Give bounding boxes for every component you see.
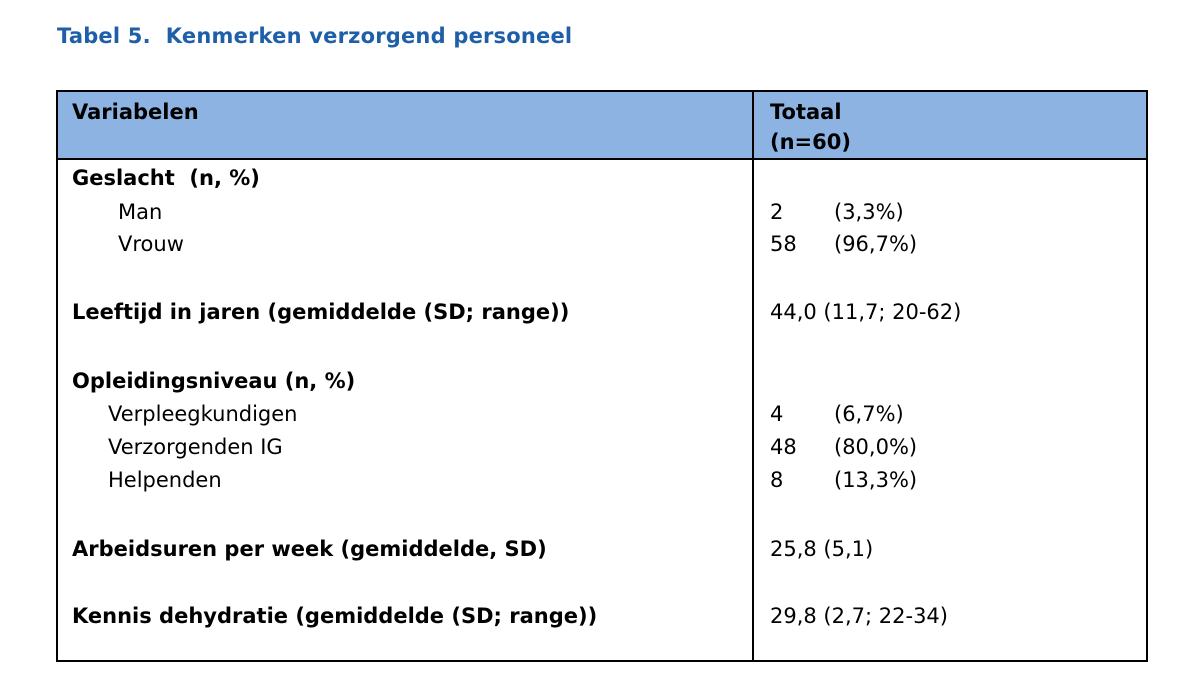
table-header-row: Variabelen Totaal (n=60) [58, 92, 1146, 160]
opleiding-helpend-n: 8 [770, 468, 784, 492]
opleiding-verpleeg-label: Verpleegkundigen [108, 402, 298, 426]
geslacht-man-n: 2 [770, 200, 784, 224]
geslacht-vrouw-label: Vrouw [118, 232, 184, 256]
kennis-value: 29,8 (2,7; 22-34) [770, 604, 948, 628]
geslacht-vrouw-pct: (96,7%) [834, 232, 918, 256]
opleiding-helpend-label: Helpenden [108, 468, 222, 492]
geslacht-man-pct: (3,3%) [834, 200, 904, 224]
geslacht-label: Geslacht (n, %) [72, 166, 260, 190]
opleiding-verpleeg-pct: (6,7%) [834, 402, 904, 426]
opleiding-verpleeg-n: 4 [770, 402, 784, 426]
opleiding-verzorg-n: 48 [770, 435, 797, 459]
header-totaal: Totaal (n=60) [770, 97, 851, 157]
header-totaal-line2: (n=60) [770, 130, 851, 154]
geslacht-vrouw-n: 58 [770, 232, 797, 256]
column-divider [752, 92, 754, 660]
opleiding-verzorg-label: Verzorgenden IG [108, 435, 283, 459]
table-title: Tabel 5. Kenmerken verzorgend personeel [57, 24, 573, 48]
opleiding-label: Opleidingsniveau (n, %) [72, 369, 356, 393]
leeftijd-label: Leeftijd in jaren (gemiddelde (SD; range… [72, 300, 570, 324]
kennis-label: Kennis dehydratie (gemiddelde (SD; range… [72, 604, 598, 628]
arbeidsuren-label: Arbeidsuren per week (gemiddelde, SD) [72, 537, 547, 561]
header-totaal-line1: Totaal [770, 100, 842, 124]
geslacht-man-label: Man [118, 200, 163, 224]
header-variabelen: Variabelen [72, 100, 199, 124]
characteristics-table: Variabelen Totaal (n=60) Geslacht (n, %)… [56, 90, 1148, 662]
arbeidsuren-value: 25,8 (5,1) [770, 537, 874, 561]
opleiding-helpend-pct: (13,3%) [834, 468, 918, 492]
opleiding-verzorg-pct: (80,0%) [834, 435, 918, 459]
leeftijd-value: 44,0 (11,7; 20-62) [770, 300, 962, 324]
